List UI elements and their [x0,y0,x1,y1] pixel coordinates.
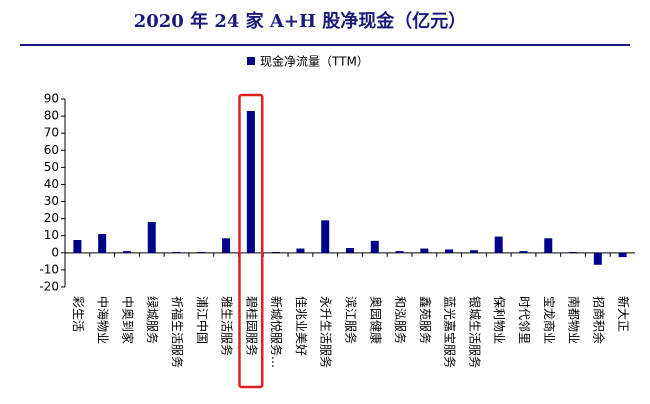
x-tick-label: 时代邻里 [517,296,531,344]
x-tick-label: 祈福生活服务 [170,296,185,368]
bar [73,240,82,253]
y-tick-label: -10 [39,262,59,276]
highlight-box [238,93,264,389]
bar [618,252,627,258]
bar [172,251,181,253]
y-tick-label: 40 [44,177,59,191]
bar [420,248,429,253]
bar [271,251,280,253]
x-tick-label: 浦江中国 [195,296,210,344]
bar [346,248,354,253]
x-tick-label: 和泓服务 [393,296,408,344]
bar [494,236,503,253]
x-tick-label: 保利物业 [492,296,506,344]
x-tick-label: 彩生活 [71,296,85,332]
x-tick-label: 佳兆业美好 [294,296,308,356]
bar [98,234,107,253]
bar [593,252,602,265]
bar [147,222,156,253]
x-tick-label: 绿城服务 [145,296,160,344]
bar [222,238,231,253]
x-tick-label: 滨江服务 [344,296,359,344]
y-tick-label: 80 [44,109,59,123]
x-tick-label: 中奥到家 [120,296,135,344]
bar [370,240,379,253]
bar [519,251,528,253]
y-tick-label: -20 [39,280,59,294]
bar [469,250,478,253]
chart-title: 2020 年 24 家 A+H 股净现金（亿元） [134,10,467,32]
bar [197,251,206,253]
legend-swatch [247,57,255,65]
bar [321,220,330,253]
y-tick-label: 10 [44,228,59,242]
bar [122,251,131,253]
x-tick-label: 宝龙商业 [542,296,557,344]
x-tick-label: 中海物业 [96,296,111,344]
x-tick-label: 招商积余 [591,296,606,344]
x-tick-label: 银城生活服务 [467,296,482,368]
y-tick-label: 60 [44,143,59,157]
y-tick-label: 50 [44,160,59,174]
bar [395,251,404,253]
bar [296,248,305,253]
y-tick-label: 20 [44,211,59,225]
x-tick-label: 蓝光嘉宝服务 [443,296,458,368]
y-tick-label: 0 [51,245,59,259]
bar [445,249,454,253]
x-tick-label: 新城悦服务… [269,296,284,368]
x-tick-label: 新大正 [616,296,631,332]
y-tick-label: 90 [44,92,59,106]
legend-label: 现金净流量（TTM） [260,54,369,69]
x-tick-label: 永升生活服务 [319,296,334,368]
bar [569,251,578,253]
x-tick-label: 雅生活服务 [220,296,235,356]
x-tick-label: 碧桂园服务 [244,296,259,356]
bar [544,238,553,253]
bar [246,110,255,253]
y-tick-label: 70 [44,126,59,140]
x-tick-label: 鑫苑服务 [418,296,433,344]
x-tick-label: 南都物业 [567,296,582,344]
x-tick-label: 奥园健康 [368,296,383,344]
y-tick-label: 30 [44,194,59,208]
